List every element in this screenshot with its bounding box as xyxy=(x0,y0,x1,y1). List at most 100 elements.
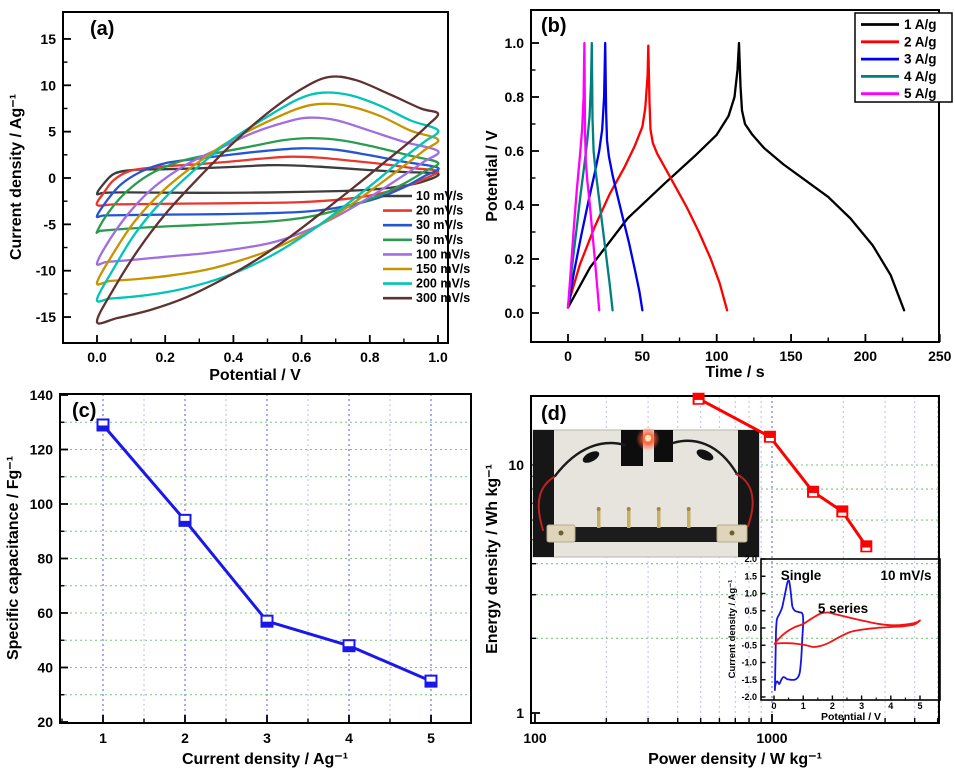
inset-y-tick-label: -2.0 xyxy=(741,692,757,702)
x-tick-label: 0.2 xyxy=(155,349,175,365)
inset-y-tick-label: 0.0 xyxy=(744,623,757,633)
panel-c: 1 2 3 4 5 20 40 60 80 100 120 140 Current density / … xyxy=(5,387,472,768)
x-axis-title: Power density / W kg⁻¹ xyxy=(648,751,822,768)
inset-x-tick-label: 4 xyxy=(888,701,893,711)
cv-curve-200mVs xyxy=(95,91,440,303)
y-axis-title: Energy density / Wh kg⁻¹ xyxy=(484,464,501,654)
inset-curve-5series xyxy=(773,611,921,648)
y-tick-label: 10 xyxy=(508,457,524,473)
x-tick-label: 100 xyxy=(523,730,547,746)
photo-black-wire-left xyxy=(553,441,627,478)
cv-inset: 0 1 2 3 4 5 2.0 1.5 1.0 0.5 0.0 -0.5 -1.0 -1.5 -2.0 Pot… xyxy=(727,554,941,723)
inset-y-tick-label: -1.0 xyxy=(741,658,757,668)
capacitance-line xyxy=(101,423,433,683)
y-tick-label: 1.0 xyxy=(505,35,525,51)
photo-red-wire-left xyxy=(537,476,555,531)
x-tick-label: 50 xyxy=(635,348,651,364)
cv-curve-50mVs xyxy=(95,136,440,234)
y-tick-label: 120 xyxy=(30,442,54,458)
inset-y-tick-label: 1.5 xyxy=(744,571,757,581)
y-tick-label: -10 xyxy=(36,263,56,279)
cv-curve-20mVs xyxy=(95,155,440,207)
y-tick-label: 10 xyxy=(40,77,56,93)
y-tick-label: -15 xyxy=(36,309,56,325)
y-tick-label: 0.6 xyxy=(505,143,525,159)
x-tick-label: 2 xyxy=(181,730,189,746)
legend-entry: 5 A/g xyxy=(904,86,937,101)
x-tick-label: 0.6 xyxy=(292,349,312,365)
y-axis-title: Potential / V xyxy=(484,130,501,222)
y-tick-label: 15 xyxy=(40,31,56,47)
gcd-curve-1Ag xyxy=(566,41,906,312)
y-tick-label: 20 xyxy=(37,714,53,730)
gold-pin xyxy=(597,509,601,528)
legend-entry: 20 mV/s xyxy=(416,204,463,218)
x-axis-title: Potential / V xyxy=(209,367,301,384)
panel-label-b: (b) xyxy=(541,15,567,37)
inset-y-tick-label: 2.0 xyxy=(744,554,757,564)
legend-entry: 10 mV/s xyxy=(416,189,463,203)
x-tick-label: 250 xyxy=(928,348,952,364)
y-axis-title: Specific capacitance / Fg⁻¹ xyxy=(5,456,22,660)
capacitance-markers xyxy=(96,418,438,688)
legend-entry: 3 A/g xyxy=(904,52,937,67)
y-axis-title: Current density / Ag⁻¹ xyxy=(8,94,25,260)
cv-curve-150mVs xyxy=(95,102,440,286)
inset-x-tick-label: 3 xyxy=(859,701,864,711)
inset-x-axis-title: Potential / V xyxy=(821,711,881,723)
gold-pin xyxy=(687,509,691,528)
panel-label-d: (d) xyxy=(541,403,567,425)
legend-entry: 300 mV/s xyxy=(416,291,470,305)
gold-pin xyxy=(627,509,631,528)
y-tick-label: -5 xyxy=(44,216,57,232)
x-axis-title: Time / s xyxy=(705,364,764,381)
y-tick-label: 140 xyxy=(30,387,54,403)
ragone-markers xyxy=(692,392,873,553)
legend-entry: 2 A/g xyxy=(904,34,937,49)
x-tick-label: 150 xyxy=(779,348,803,364)
gcd-curve-4Ag xyxy=(566,41,614,312)
x-tick-label: 0 xyxy=(564,348,572,364)
inset-x-tick-label: 5 xyxy=(917,701,922,711)
legend-entry: 100 mV/s xyxy=(416,247,470,261)
legend-b: 1 A/g 2 A/g 3 A/g 4 A/g 5 A/g xyxy=(854,12,953,103)
inset-y-tick-label: 1.0 xyxy=(744,589,757,599)
cv-curve-100mVs xyxy=(95,116,440,266)
x-tick-label: 5 xyxy=(427,730,435,746)
gcd-curves xyxy=(566,41,906,312)
plot-frame xyxy=(530,9,940,343)
legend-entry: 30 mV/s xyxy=(416,218,463,232)
inset-curve-Single xyxy=(773,579,805,691)
inset-x-tick-label: 2 xyxy=(830,701,835,711)
inset-annotation-series: 5 series xyxy=(818,601,868,616)
photo-red-wire-right xyxy=(735,473,754,527)
inset-y-tick-label: -0.5 xyxy=(741,640,757,650)
x-tick-label: 3 xyxy=(263,730,271,746)
cv-curves xyxy=(95,75,440,325)
gcd-curve-5Ag xyxy=(566,41,601,312)
x-tick-label: 100 xyxy=(705,348,729,364)
x-tick-label: 0.4 xyxy=(224,349,244,365)
legend-entry: 1 A/g xyxy=(904,17,937,32)
gold-pin xyxy=(657,509,661,528)
legend-entry: 50 mV/s xyxy=(416,233,463,247)
alligator-clip xyxy=(696,449,714,461)
y-tick-label: 0.2 xyxy=(505,251,525,267)
inset-annotation-rate: 10 mV/s xyxy=(880,568,931,583)
legend-entry: 200 mV/s xyxy=(416,277,470,291)
y-tick-label: 0 xyxy=(48,170,56,186)
inset-y-axis-title: Current density / Ag⁻¹ xyxy=(727,580,738,679)
inset-annotation-single: Single xyxy=(781,568,822,583)
legend-box xyxy=(854,12,953,103)
y-tick-label: 0.0 xyxy=(505,305,525,321)
x-axis-title: Current density / Ag⁻¹ xyxy=(182,751,348,768)
inset-x-tick-label: 1 xyxy=(801,701,806,711)
inset-y-tick-label: -1.5 xyxy=(741,675,757,685)
led-core xyxy=(644,434,652,442)
x-tick-label: 1.0 xyxy=(428,349,448,365)
x-tick-label: 4 xyxy=(345,730,353,746)
panel-label-c: (c) xyxy=(72,400,97,422)
panel-b: 0 50 100 150 200 250 0.0 0.2 0.4 0.6 0.8 1.0 Time / … xyxy=(484,9,953,381)
